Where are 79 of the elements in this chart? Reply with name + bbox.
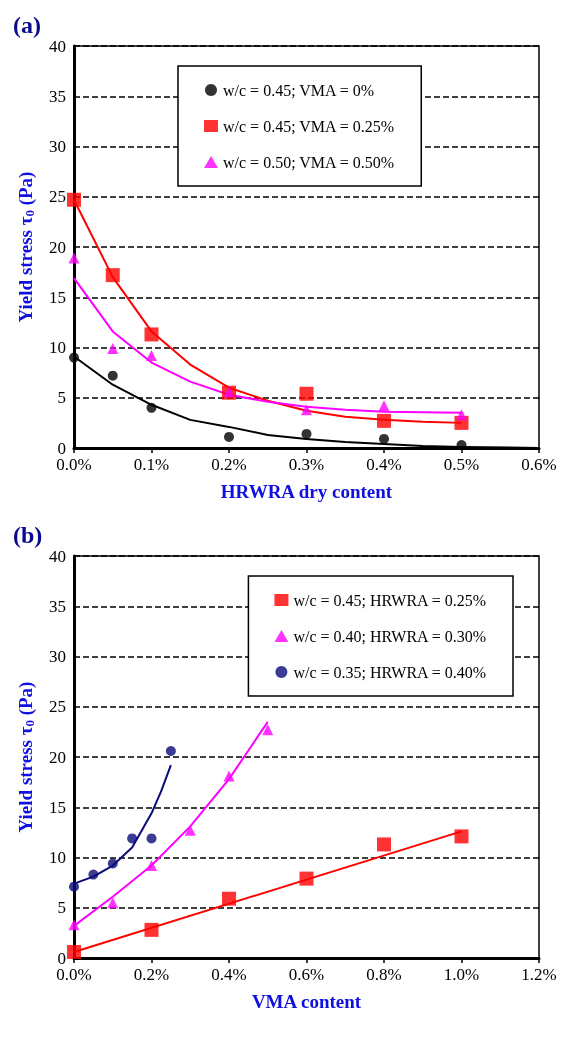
y-tick-label: 30 [49, 137, 66, 156]
x-tick-label: 0.5% [443, 455, 480, 474]
point [224, 431, 234, 442]
y-tick-label: 5 [57, 388, 66, 408]
legend-label: w/c = 0.50; VMA = 0.50% [223, 153, 395, 171]
point [301, 404, 312, 416]
point [107, 858, 118, 869]
x-tick-label: 0.6% [521, 455, 557, 474]
y-tick-label: 25 [49, 187, 66, 207]
x-tick-label: 0.2% [133, 965, 170, 984]
point [127, 833, 138, 844]
point [144, 922, 159, 937]
point [377, 413, 391, 428]
point [105, 268, 120, 283]
point [262, 724, 274, 736]
legend-label: w/c = 0.40; HRWRA = 0.30% [293, 627, 487, 645]
y-tick-label: 35 [49, 596, 66, 616]
point [107, 343, 119, 355]
point [68, 252, 80, 264]
point [379, 433, 389, 444]
legend-label: w/c = 0.45; VMA = 0% [223, 81, 375, 99]
x-tick-label: 0.3% [288, 455, 325, 474]
chart-title: (b) [13, 522, 43, 548]
point [301, 428, 312, 439]
y-tick-label: 35 [49, 86, 66, 106]
y-tick-label: 20 [49, 747, 66, 767]
x-axis-title: VMA content [251, 991, 362, 1012]
x-tick-label: 0.1% [133, 455, 170, 474]
point [146, 350, 157, 362]
point [144, 327, 159, 342]
x-tick-label: 0.2% [211, 455, 247, 474]
point [68, 919, 80, 931]
y-axis-title: Yield stress τ0 (Pa) [15, 681, 37, 833]
y-tick-label: 10 [49, 848, 66, 867]
point [69, 881, 79, 892]
point [299, 386, 314, 401]
legend-label: w/c = 0.45; HRWRA = 0.25% [293, 591, 487, 609]
y-tick-label: 40 [49, 546, 66, 566]
y-axis-title: Yield stress τ0 (Pa) [15, 171, 37, 323]
point [184, 824, 196, 836]
x-axis-title: HRWRA dry content [220, 481, 393, 502]
x-tick-label: 0.4% [366, 455, 402, 474]
point [165, 745, 176, 756]
point [67, 944, 81, 959]
point [146, 402, 157, 413]
point [223, 770, 235, 782]
chart-title: (a) [13, 12, 41, 38]
x-tick-label: 0.8% [366, 965, 402, 984]
point [107, 897, 119, 909]
point [69, 352, 79, 363]
point [146, 860, 157, 872]
x-tick-label: 0.4% [211, 965, 247, 984]
y-tick-label: 15 [49, 287, 66, 307]
y-tick-label: 5 [57, 898, 66, 918]
y-tick-label: 15 [49, 797, 66, 817]
y-tick-label: 0 [57, 948, 66, 968]
point [456, 409, 467, 421]
y-tick-label: 25 [49, 697, 66, 717]
point [299, 871, 314, 886]
point [377, 837, 391, 852]
x-tick-label: 0.6% [288, 965, 325, 984]
y-tick-label: 40 [49, 36, 66, 56]
x-tick-label: 0.0% [56, 455, 92, 474]
legend-label: w/c = 0.35; HRWRA = 0.40% [293, 663, 487, 681]
x-tick-label: 0.0% [56, 965, 92, 984]
point [88, 869, 99, 880]
point [107, 370, 118, 381]
x-tick-label: 1.2% [521, 965, 557, 984]
point [67, 192, 81, 207]
point [222, 891, 236, 906]
point [378, 400, 390, 412]
x-tick-label: 1.0% [443, 965, 480, 984]
point [454, 829, 469, 844]
y-tick-label: 30 [49, 647, 66, 666]
y-tick-label: 0 [57, 438, 66, 458]
legend-label: w/c = 0.45; VMA = 0.25% [223, 117, 395, 135]
y-tick-label: 20 [49, 237, 66, 257]
y-tick-label: 10 [49, 338, 66, 357]
point [146, 833, 157, 844]
